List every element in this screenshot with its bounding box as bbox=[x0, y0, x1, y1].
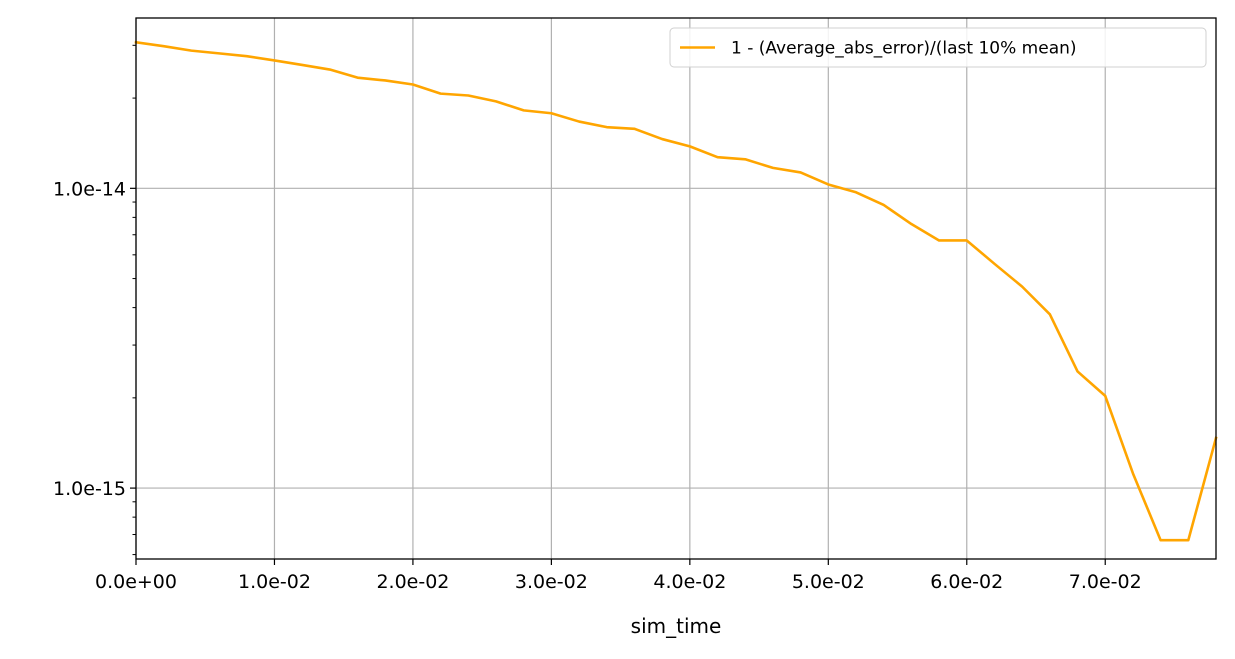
legend: 1 - (Average_abs_error)/(last 10% mean) bbox=[669, 27, 1207, 68]
legend-label: 1 - (Average_abs_error)/(last 10% mean) bbox=[731, 39, 1077, 59]
axis-ticks: 0.0e+00 1.0e-02 2.0e-02 3.0e-02 4.0e-02 5.0e-… bbox=[53, 44, 1142, 593]
x-tick-label: 5.0e-02 bbox=[792, 571, 865, 593]
x-tick-label: 4.0e-02 bbox=[653, 571, 726, 593]
x-tick-label: 3.0e-02 bbox=[515, 571, 588, 593]
plot-frame bbox=[135, 17, 1217, 560]
x-tick-label: 0.0e+00 bbox=[95, 571, 177, 593]
x-tick-label: 7.0e-02 bbox=[1069, 571, 1142, 593]
legend-box bbox=[669, 27, 1207, 68]
y-tick-label: 1.0e-15 bbox=[53, 478, 126, 500]
x-tick-label: 6.0e-02 bbox=[930, 571, 1003, 593]
x-tick-label: 1.0e-02 bbox=[238, 571, 311, 593]
series-line bbox=[134, 40, 1218, 542]
x-tick-label: 2.0e-02 bbox=[376, 571, 449, 593]
series-layer bbox=[134, 40, 1218, 542]
y-tick-label: 1.0e-14 bbox=[53, 178, 126, 200]
grid-lines bbox=[135, 18, 1216, 559]
x-axis-label: sim_time bbox=[631, 614, 722, 638]
